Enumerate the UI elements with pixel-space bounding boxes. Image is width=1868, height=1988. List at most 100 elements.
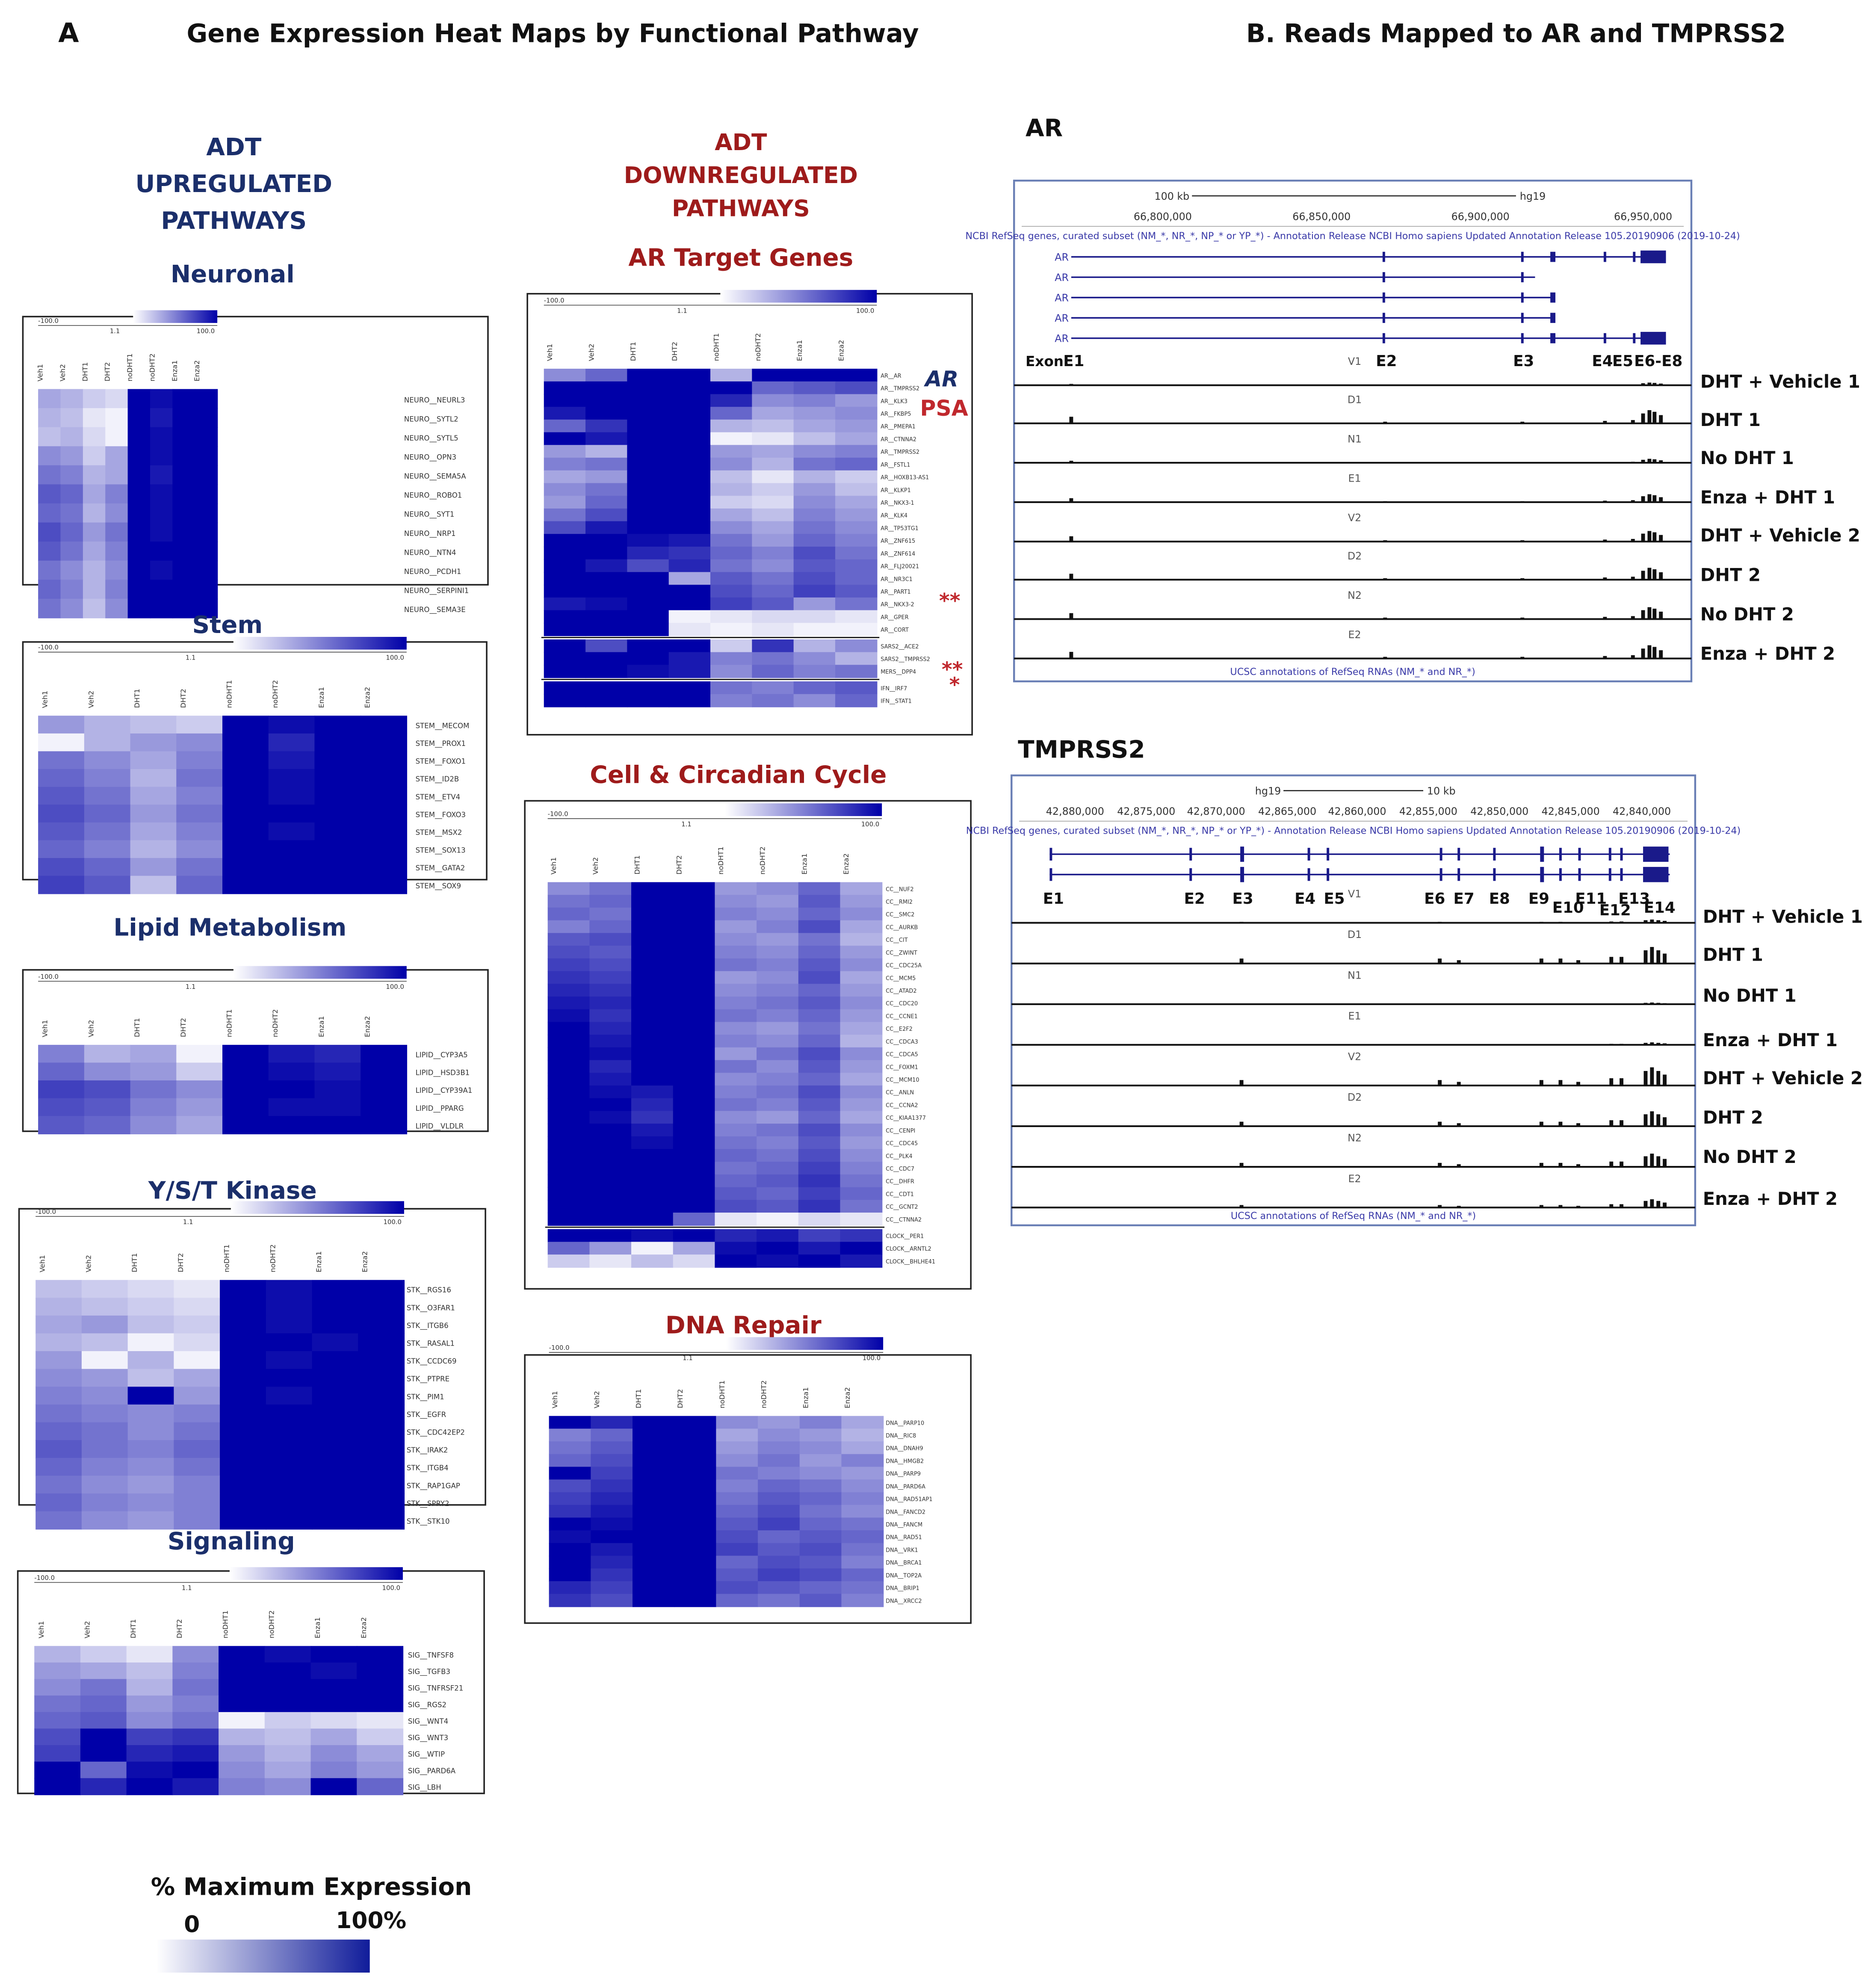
legend-title: % Maximum Expression — [151, 1873, 472, 1901]
exon-block — [1643, 867, 1669, 882]
heatmap-cell — [591, 1429, 633, 1442]
heatmap-cell — [758, 1594, 800, 1607]
heatmap-cell — [589, 1200, 632, 1213]
heatmap-cell — [840, 907, 883, 921]
heatmap-cell — [627, 381, 669, 395]
heatmap-cell — [841, 1416, 884, 1429]
heatmap-cell — [130, 787, 177, 805]
scale-label: hg19 — [1255, 785, 1281, 797]
heatmap-cell — [631, 1162, 674, 1175]
color-scale-bar — [231, 1201, 404, 1214]
heatmap-cell — [547, 1162, 590, 1175]
heatmap-cell — [314, 1044, 361, 1063]
heatmap-cell — [127, 1387, 174, 1405]
heatmap-cell — [673, 1200, 715, 1213]
heatmap-cell — [591, 1479, 633, 1493]
heatmap-cell — [127, 522, 151, 542]
heatmap-cell — [105, 503, 128, 523]
heatmap-cell — [38, 503, 61, 523]
heatmap-cell — [710, 597, 753, 611]
coverage-peak — [1603, 421, 1607, 423]
row-label: DNA__RAD51AP1 — [886, 1497, 933, 1503]
heatmap-cell — [840, 1242, 883, 1255]
exon-block — [1327, 868, 1330, 881]
heatmap-cell — [710, 394, 753, 408]
heatmap-cell — [60, 484, 84, 504]
exon-block — [1457, 868, 1460, 881]
coverage-peak — [1457, 960, 1461, 964]
heatmap-cell — [266, 1458, 313, 1476]
heatmap-cell — [264, 1712, 311, 1729]
heatmap-cell — [81, 1511, 128, 1530]
heatmap-cell — [757, 1124, 799, 1137]
heatmap-cell — [715, 1229, 757, 1242]
coverage-peak — [1239, 1080, 1244, 1086]
heatmap-cell — [585, 694, 628, 707]
heatmap-cell — [835, 639, 878, 653]
heatmap-title: AR Target Genes — [628, 244, 853, 272]
heatmap-cell — [589, 1022, 632, 1035]
heatmap-cell — [34, 1745, 81, 1762]
color-scale-mid: 1.1 — [683, 1354, 693, 1362]
heatmap-cell — [631, 1047, 674, 1061]
heatmap-cell — [127, 1351, 174, 1370]
heatmap-cell — [150, 560, 173, 580]
heatmap-cell — [544, 381, 586, 395]
heatmap-cell — [589, 958, 632, 972]
coverage-peak — [1609, 1078, 1614, 1086]
heatmap-cell — [266, 1369, 313, 1387]
heatmap-cell — [668, 652, 711, 666]
heatmap-cell — [222, 716, 269, 734]
heatmap-cell — [840, 1162, 883, 1175]
heatmap-cell — [674, 1492, 717, 1506]
heatmap-cell — [358, 1476, 405, 1494]
coordinate-label: 66,800,000 — [1134, 210, 1192, 222]
heatmap-cell — [38, 541, 61, 561]
heatmap-cell — [627, 597, 669, 611]
row-label: DNA__PARP10 — [886, 1420, 924, 1426]
heatmap-cell — [668, 381, 711, 395]
heatmap-cell — [585, 681, 628, 695]
heatmap-cell — [126, 1728, 173, 1746]
heatmap-cell — [172, 598, 195, 618]
heatmap-cell — [172, 1761, 219, 1779]
heatmap-cell — [268, 769, 315, 787]
heatmap-cell — [195, 408, 218, 428]
heatmap-cell — [220, 1476, 266, 1494]
heatmap-cell — [81, 1476, 128, 1494]
coverage-peak — [1650, 1042, 1654, 1045]
heatmap-title: Cell & Circadian Cycle — [590, 761, 887, 789]
heatmap-cell — [627, 419, 669, 433]
heatmap-cell — [358, 1493, 405, 1512]
heatmap-cell — [840, 1022, 883, 1035]
heatmap-cell — [589, 882, 632, 896]
heatmap-cell — [668, 483, 711, 497]
heatmap-cell — [127, 1404, 174, 1423]
heatmap-cell — [544, 432, 586, 446]
coverage-peak — [1457, 1123, 1461, 1127]
heatmap-cell — [589, 1035, 632, 1048]
heatmap-cell — [668, 639, 711, 653]
column-label: noDHT2 — [271, 680, 279, 708]
row-label: CC__CDCA3 — [886, 1039, 918, 1045]
heatmap-cell — [798, 984, 841, 997]
heatmap-cell — [358, 1511, 405, 1530]
heatmap-cell — [585, 445, 628, 459]
heatmap-cell — [841, 1505, 884, 1518]
heatmap-cell — [220, 1280, 266, 1299]
heatmap-cell — [358, 1422, 405, 1441]
heatmap-cell — [715, 946, 757, 959]
heatmap-cell — [222, 751, 269, 770]
heatmap-cell — [547, 1200, 590, 1213]
heatmap-cell — [591, 1416, 633, 1429]
assembly-label: hg19 — [1520, 190, 1546, 202]
heatmap-cell — [219, 1761, 265, 1779]
coverage-peak — [1438, 1205, 1442, 1208]
heatmap-cell — [84, 787, 131, 805]
heatmap-cell — [314, 858, 361, 876]
heatmap-cell — [631, 1073, 674, 1086]
heatmap-cell — [220, 1422, 266, 1441]
coverage-peak — [1069, 652, 1073, 659]
heatmap-cell — [758, 1543, 800, 1556]
track-code: N1 — [1348, 433, 1362, 445]
